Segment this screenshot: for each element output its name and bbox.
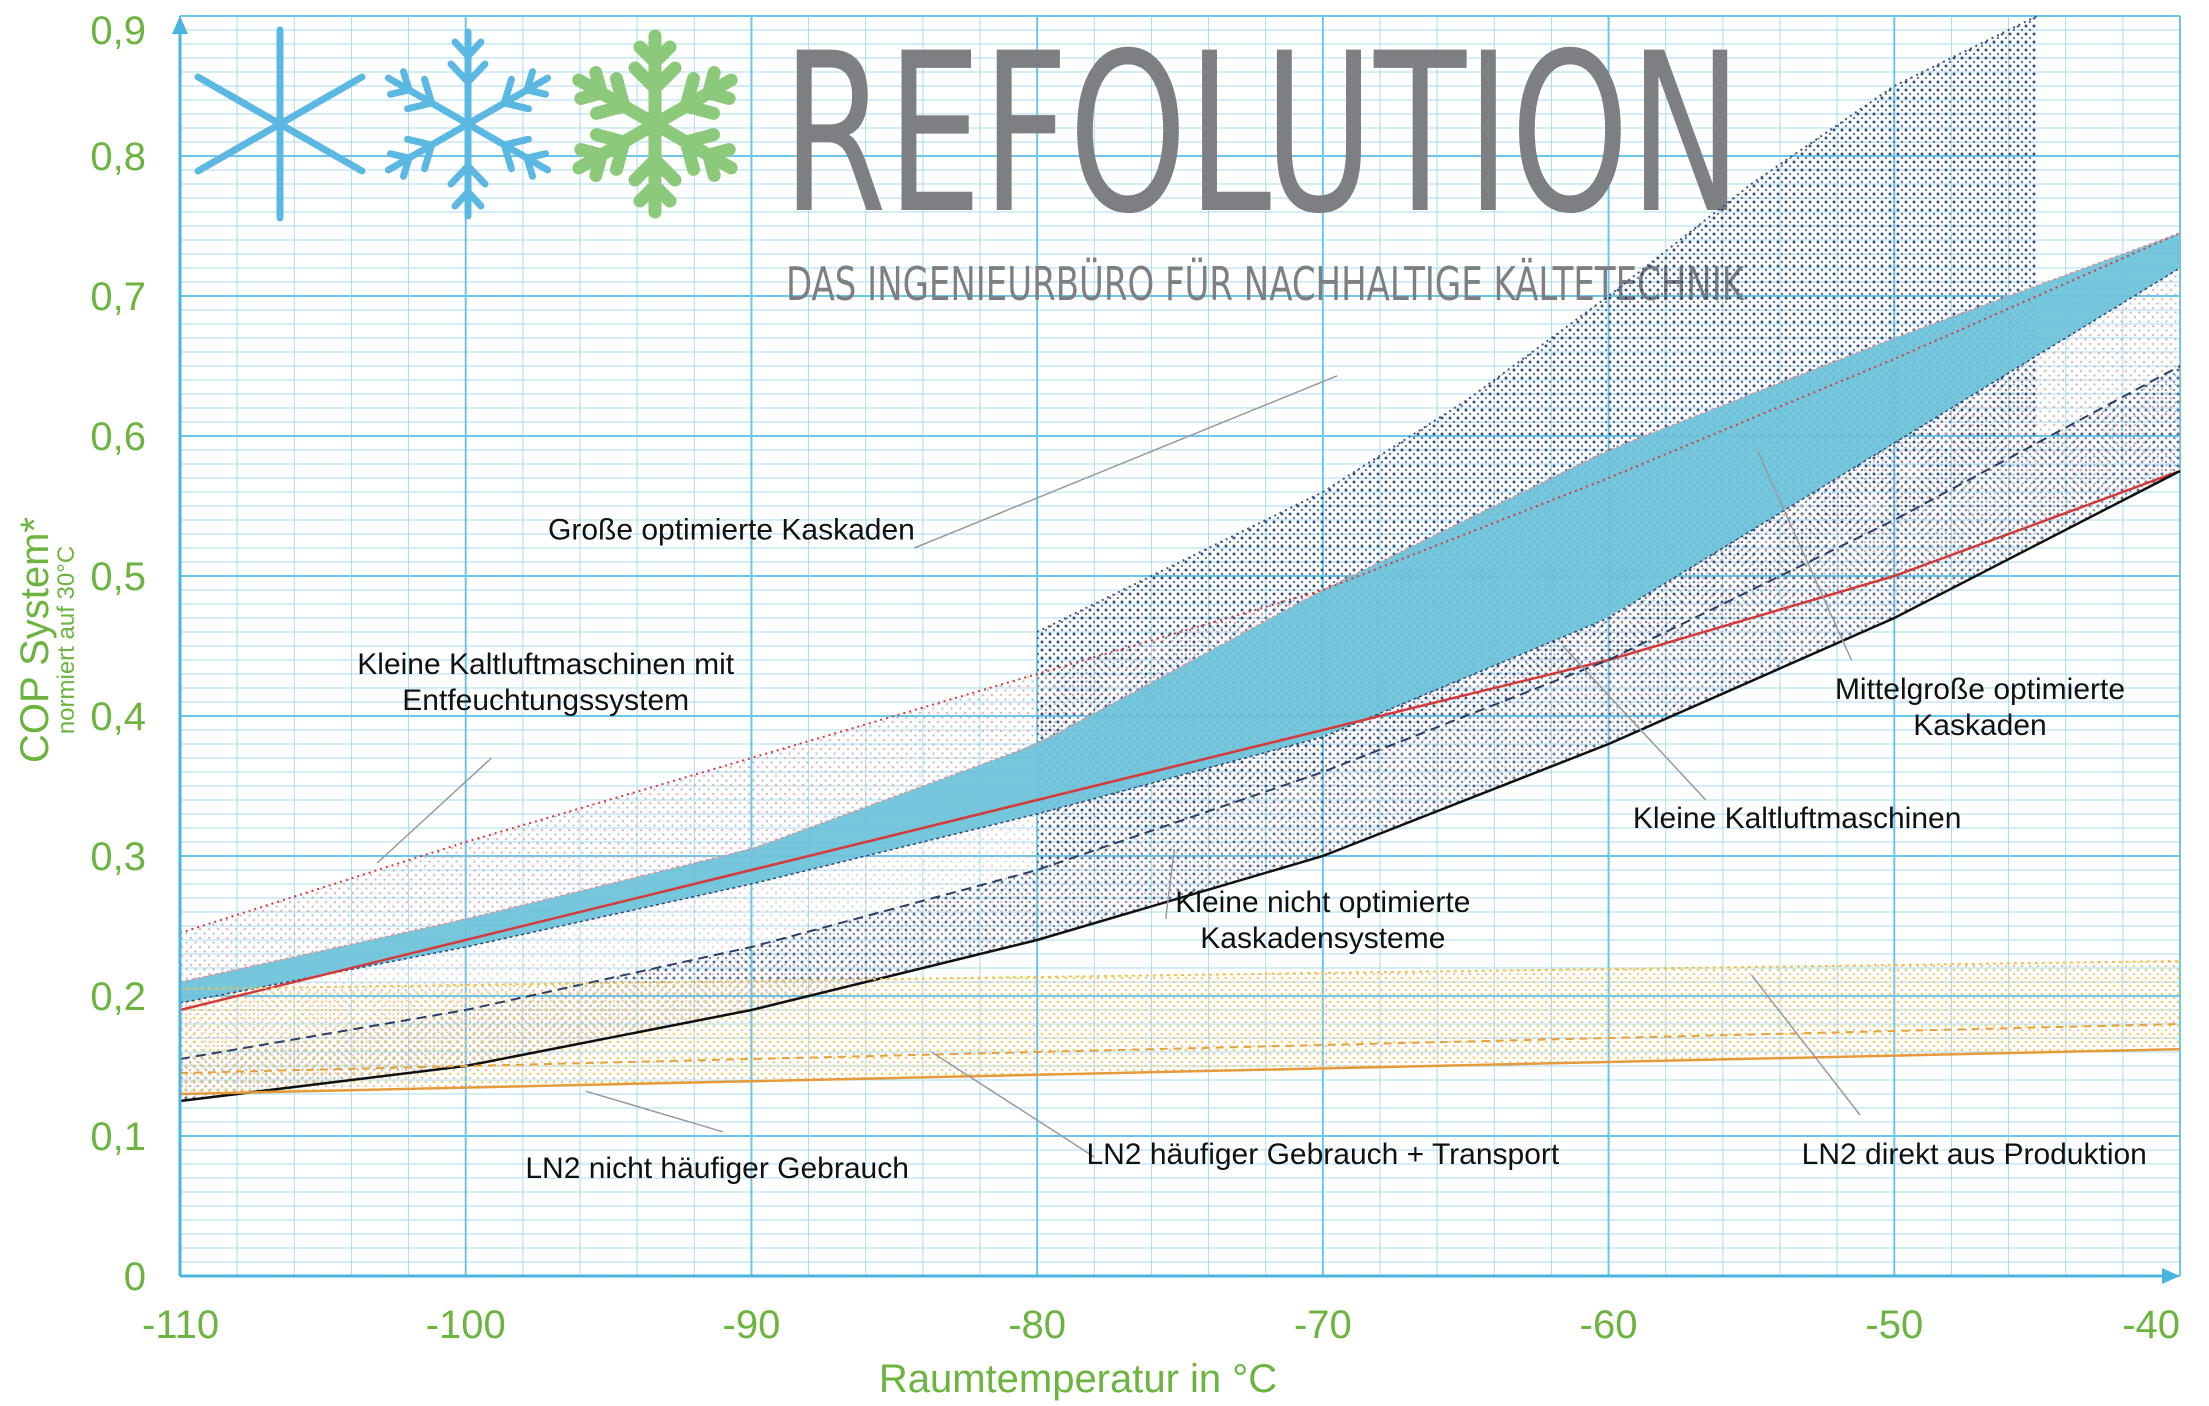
snowflake-icon-outline	[194, 26, 366, 222]
y-tick-label: 0,6	[90, 415, 146, 459]
x-tick-labels: -110 -100 -90 -80 -70 -60 -50 -40	[142, 1303, 2180, 1347]
annotation-label: Kleine Kaltluftmaschinen	[1633, 802, 1962, 835]
annotation-line: Große optimierte Kaskaden	[548, 514, 915, 547]
x-tick-label: -80	[1008, 1303, 1066, 1347]
annotation-label: LN2 direkt aus Produktion	[1802, 1138, 2147, 1171]
y-axis-title-group: COP System* normiert auf 30°C	[13, 517, 80, 763]
annotation-line: Kleine nicht optimierte	[1175, 886, 1470, 919]
annotation-leader	[931, 1051, 1095, 1158]
y-axis-arrow	[172, 16, 188, 34]
y-tick-label: 0,3	[90, 835, 146, 879]
annotation-leader	[376, 757, 492, 864]
annotations: Große optimierte Kaskaden Kleine Kaltluft…	[357, 514, 2147, 1185]
annotation-label: Große optimierte Kaskaden	[548, 514, 915, 547]
annotation-leader	[585, 1090, 724, 1133]
series-line-red-dotted-top	[179, 232, 2181, 934]
x-axis-title: Raumtemperatur in °C	[879, 1357, 1277, 1401]
series-line-dashed-dark	[179, 365, 2181, 1060]
series-line-blue-top	[179, 232, 2181, 983]
annotation-label: LN2 häufiger Gebrauch + Transport	[1086, 1138, 1559, 1171]
series-line-red-line	[179, 469, 2181, 1012]
area-medium-cascades	[180, 233, 2180, 1003]
brand-tagline: DAS INGENIEURBÜRO FÜR NACHHALTIGE KÄLTET…	[786, 257, 1745, 311]
y-tick-labels: 0 0,1 0,2 0,3 0,4 0,5 0,6 0,7 0,8 0,9	[90, 9, 146, 1299]
annotation-leader	[1562, 645, 1707, 801]
annotation-line: LN2 direkt aus Produktion	[1802, 1138, 2147, 1171]
x-tick-label: -50	[1865, 1303, 1923, 1347]
x-tick-label: -110	[142, 1303, 219, 1347]
annotation-line: LN2 nicht häufiger Gebrauch	[525, 1152, 909, 1185]
area-ln2	[180, 961, 2180, 1094]
series-line-black-line	[179, 469, 2181, 1103]
y-tick-label: 0,7	[90, 275, 146, 319]
annotation-line: LN2 häufiger Gebrauch + Transport	[1086, 1138, 1559, 1171]
y-tick-label: 0,9	[90, 9, 146, 53]
annotation-line: Kaskadensysteme	[1200, 922, 1445, 955]
x-axis-arrow	[2162, 1268, 2180, 1284]
annotation-leader	[1164, 848, 1176, 920]
annotation-leader	[1756, 449, 1853, 661]
y-tick-label: 0,8	[90, 135, 146, 179]
annotation-leader	[1750, 974, 1861, 1116]
x-tick-label: -60	[1580, 1303, 1638, 1347]
snowflake-icon-blue	[384, 28, 552, 220]
chart-areas	[180, 16, 2180, 1101]
chart-lines	[179, 15, 2181, 1103]
x-tick-label: -100	[426, 1303, 506, 1347]
y-tick-label: 0,1	[90, 1115, 146, 1159]
logo: REFOLUTION DAS INGENIEURBÜRO FÜR NACHHAL…	[194, 6, 1745, 311]
annotation-line: Kleine Kaltluftmaschinen	[1633, 802, 1962, 835]
series-line-top-envelope	[1036, 15, 2038, 633]
y-tick-label: 0,5	[90, 555, 146, 599]
axes	[172, 16, 2180, 1284]
x-tick-label: -70	[1294, 1303, 1352, 1347]
area-small-cold-air	[180, 471, 2180, 1101]
annotation-line: Kleine Kaltluftmaschinen mit	[357, 648, 735, 681]
annotation-line: Mittelgroße optimierte	[1835, 673, 2125, 706]
x-tick-label: -90	[723, 1303, 781, 1347]
series-line-yellow-mid	[179, 1023, 2181, 1074]
series-line-yellow-top	[179, 960, 2181, 990]
annotation-line: Kaskaden	[1913, 709, 2046, 742]
annotation-leader	[914, 375, 1338, 549]
snowflake-icon-green	[572, 29, 738, 219]
series-line-orange-line	[179, 1047, 2181, 1096]
annotation-label: Kleine Kaltluftmaschinen mit Entfeuchtung…	[357, 648, 735, 717]
annotation-label: LN2 nicht häufiger Gebrauch	[525, 1152, 909, 1185]
y-tick-label: 0,4	[90, 695, 146, 739]
y-tick-label: 0	[124, 1255, 146, 1299]
annotation-label: Kleine nicht optimierte Kaskadensysteme	[1175, 886, 1470, 955]
annotation-line: Entfeuchtungssystem	[402, 684, 689, 717]
brand-name: REFOLUTION	[782, 6, 1742, 262]
x-tick-label: -40	[2122, 1303, 2180, 1347]
area-cold-air-dehumid	[180, 233, 2180, 1010]
annotation-label: Mittelgroße optimierte Kaskaden	[1835, 673, 2125, 742]
annotation-leaders	[376, 375, 1861, 1158]
y-axis-subtitle: normiert auf 30°C	[53, 546, 80, 734]
y-tick-label: 0,2	[90, 975, 146, 1019]
y-axis-title: COP System*	[13, 517, 57, 763]
